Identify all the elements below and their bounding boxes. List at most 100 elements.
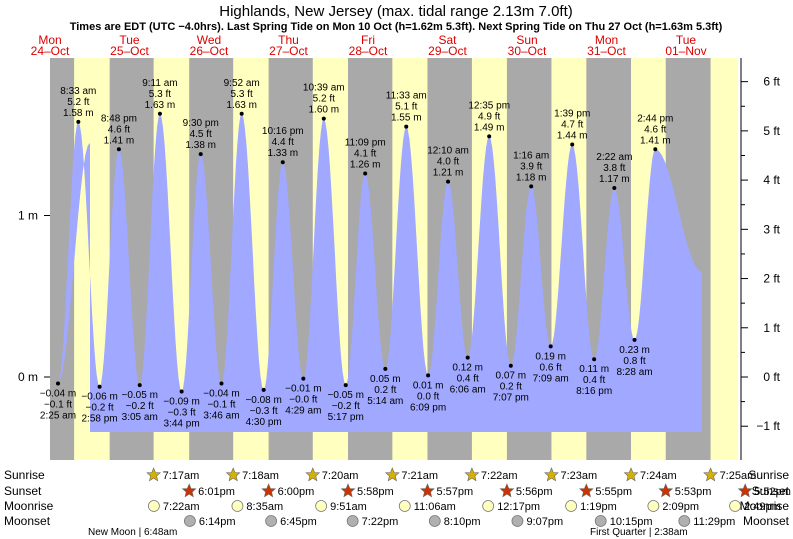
tide-point bbox=[465, 355, 470, 360]
tide-time: 9:30 pm bbox=[183, 118, 219, 129]
moonrise-icon bbox=[231, 500, 244, 512]
tide-point bbox=[612, 186, 617, 191]
sunset-icon bbox=[578, 483, 594, 498]
moonrise-entry: 11:06am bbox=[398, 500, 456, 513]
sunset-time: 5:56pm bbox=[516, 486, 553, 498]
tide-label: −0.04 m−0.1 ft2:25 am bbox=[40, 388, 76, 421]
tide-time: 5:14 am bbox=[367, 396, 403, 407]
tide-time: 8:28 am bbox=[616, 367, 652, 378]
tide-time: 4:30 pm bbox=[246, 417, 282, 428]
sunset-entry: 6:01pm bbox=[181, 483, 235, 498]
tide-height-ft: 4.7 ft bbox=[561, 119, 583, 130]
row-label-right: Moonset bbox=[743, 514, 790, 528]
sunset-icon bbox=[420, 483, 435, 498]
tide-height-m: 0.23 m bbox=[619, 345, 650, 356]
tide-label: 0.12 m0.4 ft6:06 am bbox=[450, 363, 486, 396]
day-date: 26–Oct bbox=[190, 44, 229, 58]
sunrise-entry: 7:20am bbox=[305, 467, 358, 482]
sunset-entry: 5:55pm bbox=[578, 483, 632, 498]
moonrise-icon bbox=[315, 500, 328, 512]
moonrise-icon bbox=[482, 500, 495, 512]
sunset-icon bbox=[181, 483, 197, 498]
y-right-label: 4 ft bbox=[763, 173, 780, 187]
tide-label: −0.09 m−0.3 ft3:44 pm bbox=[163, 397, 199, 430]
moonset-time: 9:07pm bbox=[526, 516, 563, 528]
sunrise-time: 7:17am bbox=[163, 470, 200, 482]
tide-time: 2:25 am bbox=[40, 410, 76, 421]
sunset-entry: 5:52pm bbox=[737, 483, 791, 498]
day-date: 24–Oct bbox=[31, 44, 70, 58]
tide-label: 0.23 m0.8 ft8:28 am bbox=[616, 345, 652, 378]
moonset-entry: 10:15pm bbox=[594, 515, 653, 528]
new-moon-note: New Moon | 6:48am bbox=[88, 527, 177, 538]
tide-point bbox=[343, 383, 348, 388]
tide-height-m: 1.41 m bbox=[640, 135, 671, 146]
tide-label: 2:22 am3.8 ft1.17 m bbox=[596, 152, 632, 185]
tide-height-m: 1.44 m bbox=[557, 130, 588, 141]
tide-label: 9:11 am5.3 ft1.63 m bbox=[142, 78, 177, 111]
tide-height-ft: 4.0 ft bbox=[437, 157, 459, 168]
tide-label: 9:30 pm4.5 ft1.38 m bbox=[183, 118, 219, 151]
moonrise-icon bbox=[729, 500, 741, 512]
moonset-entry: 11:29pm bbox=[678, 515, 735, 528]
moonrise-icon bbox=[398, 500, 411, 512]
tide-time: 8:16 pm bbox=[576, 386, 612, 397]
moonrise-entry: 12:17pm bbox=[482, 500, 540, 513]
tide-time: 1:39 pm bbox=[554, 108, 590, 119]
tide-label: 0.07 m0.2 ft7:07 pm bbox=[493, 371, 529, 404]
moonset-time: 6:45pm bbox=[280, 516, 317, 528]
tide-label: 12:10 am4.0 ft1.21 m bbox=[427, 146, 469, 179]
y-right-label: 1 ft bbox=[763, 321, 780, 335]
sunset-icon bbox=[737, 483, 753, 498]
tide-time: 8:33 am bbox=[60, 86, 96, 97]
tide-height-m: −0.01 m bbox=[285, 384, 321, 395]
tide-point bbox=[157, 111, 162, 116]
row-label-left: Sunset bbox=[4, 484, 42, 498]
tide-height-m: −0.05 m bbox=[328, 390, 364, 401]
moonset-time: 11:29pm bbox=[693, 516, 735, 528]
tide-label: 1:39 pm4.7 ft1.44 m bbox=[554, 108, 590, 141]
tide-height-m: 0.19 m bbox=[535, 351, 566, 362]
daylight-band bbox=[710, 58, 738, 460]
tide-height-ft: 4.6 ft bbox=[108, 124, 130, 135]
tide-time: 8:48 pm bbox=[101, 113, 137, 124]
tide-time: 12:10 am bbox=[427, 146, 469, 157]
tide-curve bbox=[58, 113, 702, 433]
day-date: 25–Oct bbox=[110, 44, 149, 58]
sunset-entry: 5:58pm bbox=[340, 483, 394, 498]
y-right-label: 3 ft bbox=[763, 222, 780, 236]
sunrise-icon bbox=[544, 467, 559, 482]
sunrise-icon bbox=[225, 467, 241, 482]
sunrise-entry: 7:25am bbox=[703, 467, 756, 482]
moonset-time: 10:15pm bbox=[610, 516, 653, 528]
moonrise-time: 2:49pm bbox=[744, 501, 781, 513]
tide-height-m: −0.08 m bbox=[245, 395, 281, 406]
tide-time: 7:07 pm bbox=[493, 393, 529, 404]
moonset-time: 6:14pm bbox=[199, 516, 236, 528]
sunset-entry: 5:53pm bbox=[658, 483, 711, 498]
moonset-icon bbox=[594, 515, 607, 527]
sunrise-icon bbox=[305, 467, 321, 482]
moonrise-entry: 2:49pm bbox=[729, 500, 781, 513]
row-label-right: Sunset bbox=[752, 484, 790, 498]
tide-time: 9:52 am bbox=[224, 78, 260, 89]
tide-label: −0.05 m−0.2 ft5:17 pm bbox=[328, 390, 364, 423]
moonset-entry: 9:07pm bbox=[511, 515, 563, 528]
tide-point bbox=[56, 381, 61, 386]
day-date: 29–Oct bbox=[428, 44, 467, 58]
tide-label: 2:44 pm4.6 ft1.41 m bbox=[637, 113, 673, 146]
tide-point bbox=[97, 384, 102, 389]
tide-point bbox=[446, 179, 451, 184]
tide-label: 8:33 am5.2 ft1.58 m bbox=[60, 86, 96, 119]
day-name: Thu bbox=[278, 33, 299, 47]
tide-height-ft: 0.4 ft bbox=[583, 375, 605, 386]
moonset-icon bbox=[346, 515, 359, 527]
tide-height-ft: −0.2 ft bbox=[86, 403, 114, 414]
tide-point bbox=[404, 124, 409, 129]
tide-point bbox=[653, 147, 658, 152]
day-name: Sun bbox=[516, 33, 537, 47]
sunrise-icon bbox=[703, 467, 718, 482]
sunrise-entry: 7:24am bbox=[623, 467, 677, 482]
tide-height-m: −0.04 m bbox=[40, 388, 76, 399]
